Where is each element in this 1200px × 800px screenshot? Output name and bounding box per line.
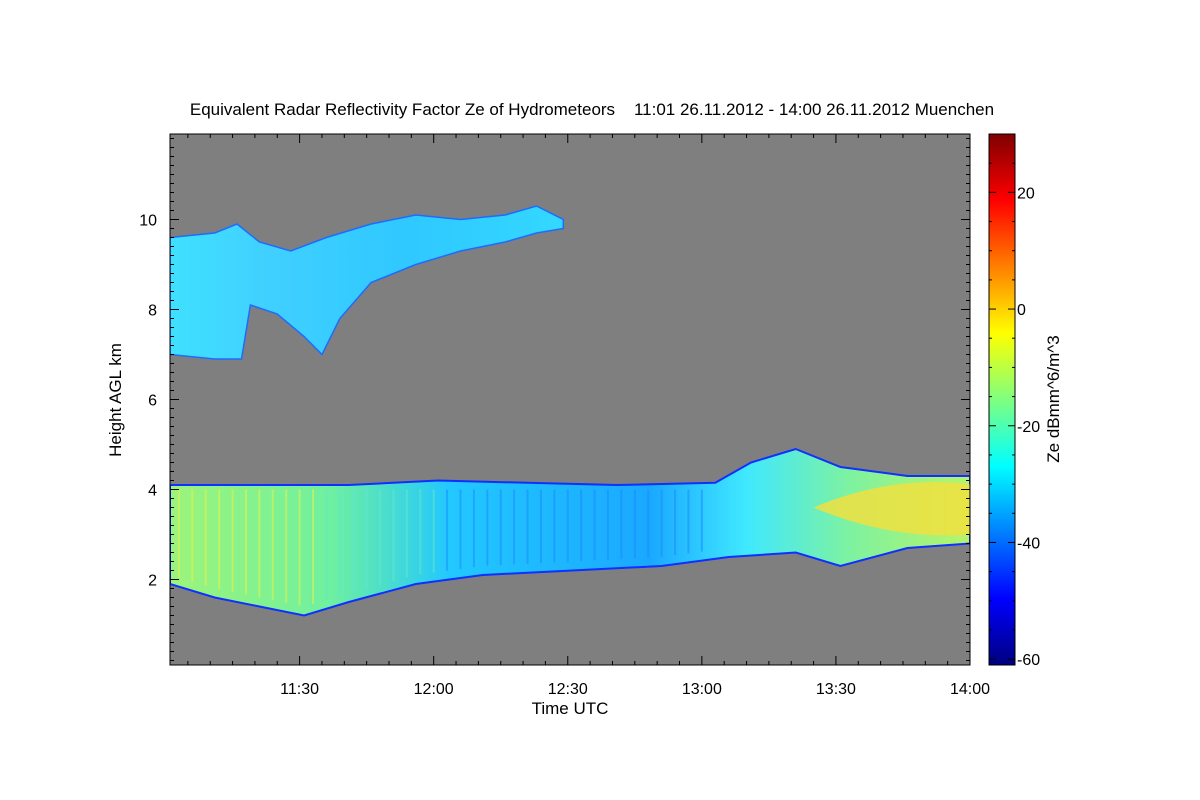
x-tick-label: 11:30 [280, 681, 319, 698]
colorbar-label: Ze dBmm^6/m^3 [1044, 335, 1063, 462]
y-axis: 2 4 6 8 10 [139, 138, 970, 661]
y-tick-label: 8 [148, 303, 157, 320]
y-tick-label: 4 [148, 483, 157, 500]
y-axis-label: Height AGL km [106, 343, 125, 457]
colorbar-axis: -60 -40 -20 0 20 [989, 133, 1040, 669]
bright-core-region [813, 482, 970, 536]
y-tick-label: 2 [148, 573, 157, 590]
plot-area [170, 205, 970, 617]
plot-title: Equivalent Radar Reflectivity Factor Ze … [190, 100, 994, 119]
colorbar-tick-label: 0 [1017, 302, 1026, 319]
x-axis-label: Time UTC [532, 699, 609, 718]
colorbar-tick-label: -20 [1017, 419, 1040, 436]
x-tick-label: 12:00 [414, 681, 454, 698]
upper-cloud-layer [170, 205, 565, 360]
x-tick-label: 14:00 [950, 681, 990, 698]
colorbar-tick-label: 20 [1017, 185, 1035, 202]
colorbar [988, 133, 1016, 666]
fall-streaks [177, 489, 703, 606]
colorbar-tick-label: -60 [1017, 652, 1040, 669]
x-axis: 11:30 12:00 12:30 13:00 13:30 14:00 [187, 134, 990, 698]
x-tick-label: 12:30 [548, 681, 588, 698]
y-tick-label: 6 [148, 393, 157, 410]
x-tick-label: 13:30 [816, 681, 856, 698]
x-tick-label: 13:00 [682, 681, 722, 698]
colorbar-tick-label: -40 [1017, 535, 1040, 552]
y-tick-label: 10 [139, 213, 157, 230]
lower-cloud-layer [170, 447, 970, 617]
